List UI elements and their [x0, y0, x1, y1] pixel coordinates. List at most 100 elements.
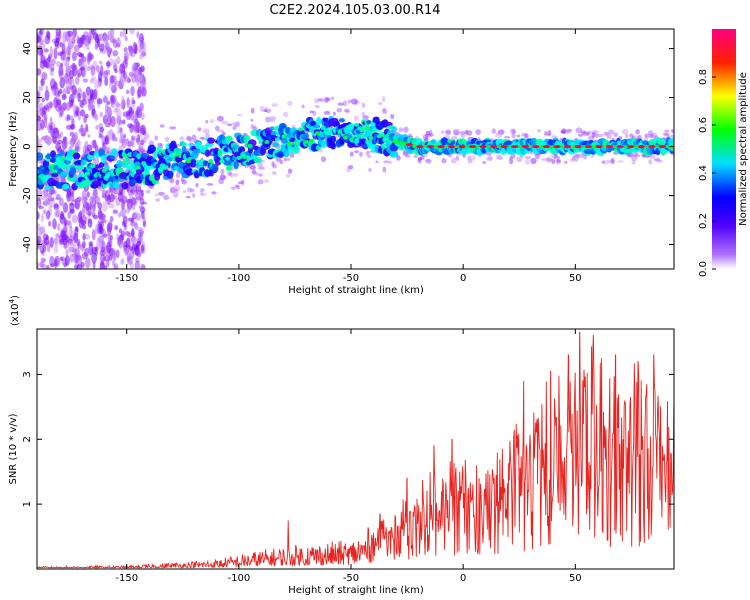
spectrogram-blob: [221, 120, 229, 125]
spectrogram-blob: [98, 133, 103, 139]
spectrogram-blob: [166, 170, 174, 179]
spectrogram-blob: [41, 54, 46, 65]
spectrogram-blob: [226, 123, 233, 126]
spectrogram-blob: [159, 124, 165, 128]
spectrogram-blob: [130, 197, 137, 205]
spectrogram-blob: [78, 58, 82, 67]
spectrogram-blob: [89, 196, 94, 203]
spectrogram-blob: [137, 227, 144, 233]
spectrogram-blob: [253, 156, 262, 164]
spectrogram-blob: [554, 154, 558, 158]
spectrogram-blob: [77, 37, 83, 49]
spectrogram-blob: [551, 158, 556, 164]
spectrogram-blob: [644, 133, 648, 138]
snr-y-label: SNR (10 * v/v): [8, 413, 19, 484]
spectrogram-blob: [455, 155, 460, 161]
spectrogram-blob: [658, 145, 666, 149]
spectrogram-blob: [128, 192, 133, 196]
spectrogram-blob: [37, 110, 40, 117]
spectrogram-blob: [109, 215, 114, 223]
spectrogram-blob: [84, 34, 91, 43]
spectrogram-blob: [38, 85, 44, 92]
spectrogram-blob: [323, 110, 331, 115]
spectrogram-blob: [98, 148, 105, 158]
spectrogram-blob: [247, 143, 253, 148]
spectrogram-blob: [74, 264, 79, 269]
spectrogram-blob: [382, 166, 387, 173]
spectrogram-blob: [301, 104, 305, 109]
spectrogram-blob: [126, 89, 130, 95]
spectrogram-blob: [115, 249, 120, 259]
spectrogram-blob: [74, 76, 80, 85]
spectrogram-blob: [405, 143, 413, 147]
spectrogram-blob: [593, 130, 600, 133]
spectrogram-blob: [129, 29, 136, 35]
spectrogram-blob: [67, 30, 73, 37]
spectrogram-blob: [457, 138, 467, 145]
spectrogram-blob: [107, 112, 113, 118]
spectrogram-blob: [99, 265, 106, 269]
snr-y-ticks: 1 2 3: [22, 371, 674, 507]
spectrogram-blob: [81, 194, 86, 206]
spectrogram-blob: [309, 138, 315, 143]
spectrogram-blob: [93, 139, 97, 148]
spectrogram-blob: [124, 75, 130, 83]
spectrogram-blob: [43, 48, 49, 53]
spectrogram-blob: [129, 246, 134, 251]
spectrogram-blob: [122, 111, 129, 118]
spectrogram-blob: [123, 223, 127, 228]
spectrogram-blob: [58, 234, 65, 243]
spectrogram-blob: [466, 130, 473, 136]
spectrogram-blob: [108, 203, 115, 209]
spectrogram-blob: [441, 158, 447, 164]
spectrogram-blob: [131, 96, 135, 103]
spectrogram-blob: [100, 154, 107, 164]
spectrogram-blob: [91, 252, 97, 264]
spectrogram-blob: [84, 233, 91, 240]
x-tick-label: -150: [115, 273, 138, 284]
spectrogram-blob: [58, 88, 63, 95]
spectrogram-blob: [342, 135, 348, 140]
spectrogram-blob: [286, 141, 292, 146]
spectrogram-blob: [48, 220, 52, 227]
spectrogram-blob: [125, 208, 131, 214]
spectrogram-blob: [516, 134, 521, 138]
spectrogram-blob: [41, 39, 46, 51]
spectrogram-blob: [163, 194, 170, 201]
colorbar-tick-label: 0.0: [698, 261, 709, 277]
spectrogram-blob: [74, 200, 79, 209]
spectrogram-blob: [135, 257, 140, 263]
spectrogram-blob: [141, 161, 146, 166]
spectrogram-blob: [56, 60, 61, 68]
spectrogram-blob: [138, 146, 142, 152]
spectrogram-blob: [590, 154, 595, 159]
spectrogram-blob: [101, 193, 107, 199]
spectrogram-blob: [71, 84, 77, 96]
spectrogram-blob: [209, 118, 215, 124]
spectrogram-blob: [98, 161, 105, 168]
spectrogram-blob: [147, 144, 157, 154]
spectrogram-blob: [67, 211, 72, 219]
snr-scale-exponent: 4: [8, 298, 16, 303]
spectrogram-blob: [112, 133, 116, 141]
spectrogram-blob: [117, 212, 122, 218]
spectrogram-blob: [451, 157, 457, 164]
spectrogram-blob: [564, 145, 571, 149]
spectrogram-blob: [115, 107, 122, 119]
spectrogram-blob: [62, 31, 67, 43]
spectrogram-blob: [130, 135, 136, 141]
spectrogram-blob: [271, 103, 278, 108]
spectrogram-blob: [61, 183, 70, 190]
spectrogram-blob: [103, 95, 108, 104]
spectrogram-blob: [106, 140, 110, 144]
spectrogram-blob: [39, 261, 44, 268]
spectrogram-blob: [109, 155, 116, 160]
spectrogram-blob: [333, 121, 341, 128]
spectrogram-blob: [182, 190, 187, 194]
snr-series-line: [37, 331, 674, 569]
spectrogram-blob: [370, 128, 376, 133]
spectrogram-blob: [41, 135, 48, 141]
x-tick-label: 50: [569, 273, 582, 284]
spectrogram-blob: [134, 210, 139, 221]
